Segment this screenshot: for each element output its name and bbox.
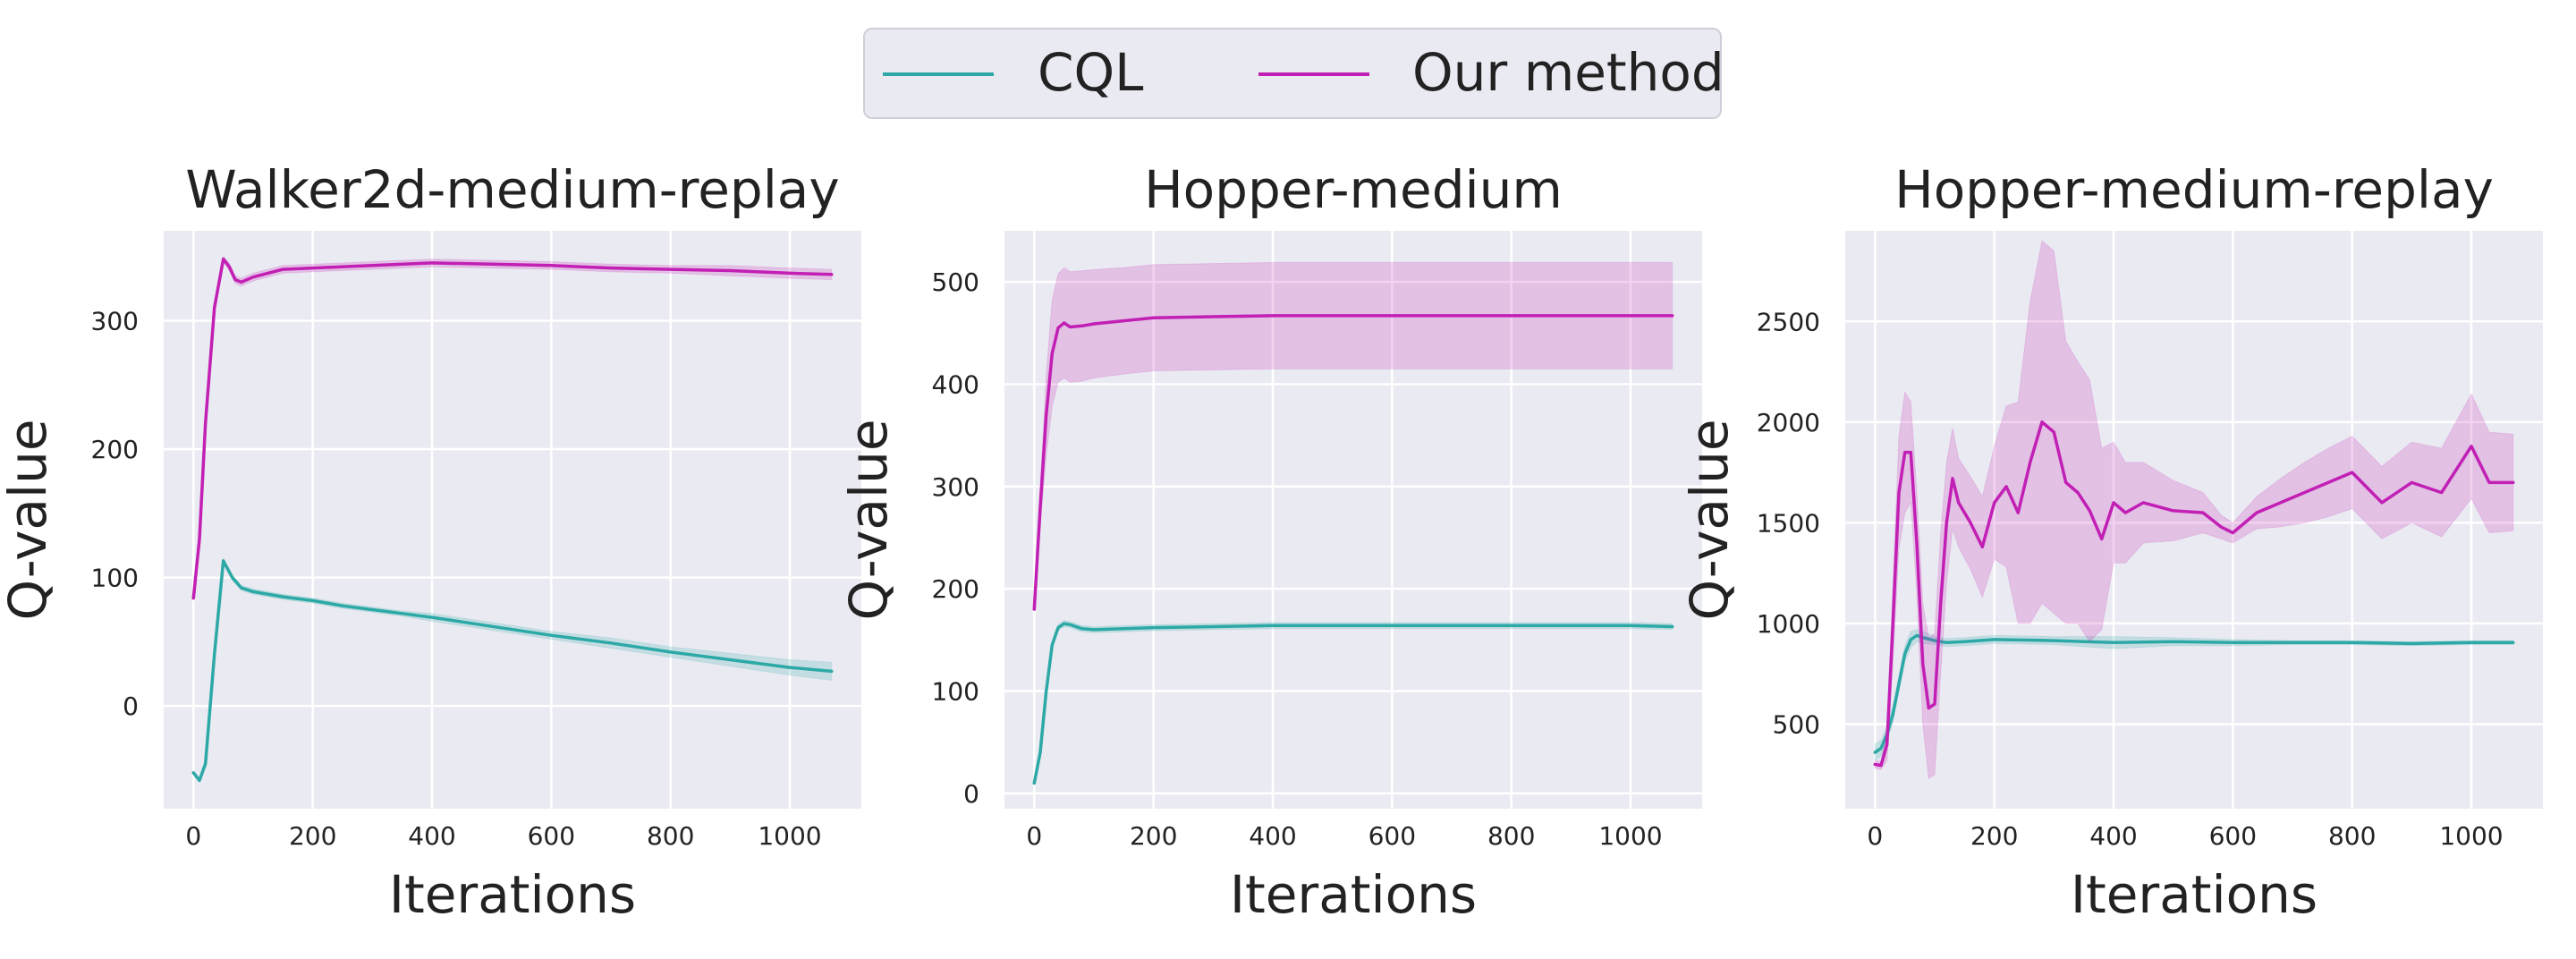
- chart-1-y-tick-label: 100: [91, 564, 139, 593]
- chart-2-cql-line: [1032, 622, 1674, 785]
- chart-1-x-tick-label: 800: [647, 821, 694, 851]
- legend-cql-label: CQL: [1038, 42, 1144, 103]
- chart-3-y-axis-label: Q-value: [1679, 419, 1740, 620]
- chart-3-x-tick-label: 600: [2209, 821, 2257, 851]
- chart-1-x-axis-label: Iterations: [389, 864, 636, 925]
- chart-3-y-tick-label: 2000: [1757, 408, 1820, 437]
- chart-3-plot-area: [1845, 231, 2543, 809]
- chart-1-cql-line: [191, 559, 834, 783]
- chart-3-x-tick-label: 400: [2089, 821, 2137, 851]
- chart-2-x-tick-label: 0: [1026, 821, 1042, 851]
- chart-2-y-tick-label: 300: [932, 472, 979, 502]
- chart-2-plot-area: [1004, 231, 1702, 809]
- chart-2-our-method-line: [1032, 314, 1674, 611]
- legend-our-method-label: Our method: [1412, 42, 1724, 103]
- chart-1-x-tick-label: 600: [528, 821, 575, 851]
- chart-3-title: Hopper-medium-replay: [1894, 159, 2494, 220]
- chart-1-y-tick-label: 0: [123, 692, 139, 721]
- chart-2-x-tick-label: 600: [1368, 821, 1416, 851]
- chart-1-y-tick-label: 300: [91, 306, 139, 335]
- legend-cql-line: [883, 72, 994, 76]
- chart-3-x-tick-label: 1000: [2439, 821, 2503, 851]
- chart-2-x-tick-label: 200: [1130, 821, 1177, 851]
- chart-3-x-axis-label: Iterations: [2071, 864, 2318, 925]
- chart-1-plot-area: [164, 231, 861, 809]
- chart-3-y-tick-label: 500: [1773, 709, 1820, 739]
- chart-2-x-tick-label: 800: [1487, 821, 1535, 851]
- chart-3-y-tick-label: 1000: [1757, 609, 1820, 639]
- chart-2: 0 200 400 600 800 1000 0 100 200 300 400 500 Hopper-…: [838, 159, 1702, 925]
- chart-2-y-tick-label: 400: [932, 370, 979, 400]
- chart-2-x-tick-label: 1000: [1598, 821, 1662, 851]
- chart-2-x-axis-label: Iterations: [1230, 864, 1477, 925]
- legend: CQL Our method: [863, 28, 1724, 119]
- chart-2-y-tick-label: 0: [963, 779, 979, 809]
- chart-2-y-tick-label: 200: [932, 574, 979, 604]
- chart-1-our-method-line: [191, 257, 834, 600]
- chart-1-title: Walker2d-medium-replay: [185, 159, 839, 220]
- chart-3-y-tick-label: 2500: [1757, 307, 1820, 336]
- chart-2-y-tick-label: 500: [932, 267, 979, 297]
- chart-3-x-tick-label: 0: [1867, 821, 1883, 851]
- chart-1-x-tick-label: 0: [185, 821, 201, 851]
- chart-2-x-tick-label: 400: [1249, 821, 1296, 851]
- chart-1-x-tick-label: 400: [408, 821, 455, 851]
- legend-our-method-line: [1258, 72, 1369, 76]
- chart-3-our-method-line: [1873, 420, 2515, 768]
- chart-1-y-tick-label: 200: [91, 435, 139, 464]
- chart-3: 0 200 400 600 800 1000 500 1000 1500 2000 2500 Hopp…: [1679, 159, 2543, 925]
- chart-2-y-axis-label: Q-value: [838, 419, 899, 620]
- chart-3-y-tick-label: 1500: [1757, 508, 1820, 538]
- chart-1: 0 200 400 600 800 1000 0 100 200 300 Walker2d-medi…: [0, 159, 861, 925]
- chart-3-x-tick-label: 800: [2328, 821, 2376, 851]
- chart-3-cql-line: [1873, 633, 2515, 754]
- chart-1-x-tick-label: 200: [289, 821, 336, 851]
- chart-1-x-tick-label: 1000: [758, 821, 821, 851]
- chart-2-title: Hopper-medium: [1144, 159, 1563, 220]
- chart-1-y-axis-label: Q-value: [0, 419, 58, 620]
- chart-2-y-tick-label: 100: [932, 677, 979, 707]
- chart-3-x-tick-label: 200: [1970, 821, 2018, 851]
- chart-3-our-method-band: [1874, 240, 2514, 780]
